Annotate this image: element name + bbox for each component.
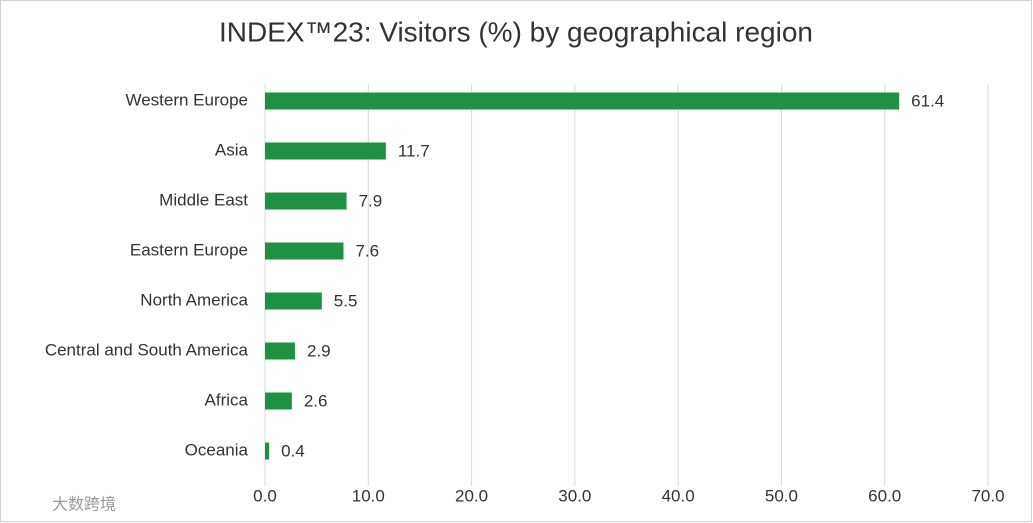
data-label: 7.9	[359, 191, 383, 210]
x-tick-label: 0.0	[253, 486, 277, 505]
data-label: 0.4	[281, 441, 305, 460]
bar	[265, 392, 292, 410]
data-label: 7.6	[355, 241, 379, 260]
bar	[265, 342, 295, 360]
x-tick-label: 50.0	[765, 486, 798, 505]
data-label: 2.9	[307, 341, 331, 360]
bar	[265, 292, 322, 310]
y-tick-label: Eastern Europe	[130, 240, 248, 259]
bar	[265, 242, 344, 260]
bar	[265, 92, 900, 110]
chart-title: INDEX™23: Visitors (%) by geographical r…	[219, 16, 813, 47]
y-tick-label: Oceania	[185, 440, 249, 459]
x-tick-label: 30.0	[558, 486, 591, 505]
bar	[265, 192, 347, 210]
bar	[265, 442, 270, 460]
y-tick-label: Central and South America	[45, 340, 249, 359]
x-tick-label: 20.0	[455, 486, 488, 505]
x-tick-label: 40.0	[662, 486, 695, 505]
data-label: 61.4	[911, 91, 944, 110]
data-label: 11.7	[398, 141, 430, 160]
x-tick-label: 70.0	[971, 486, 1004, 505]
x-tick-label: 10.0	[352, 486, 385, 505]
y-tick-label: Asia	[215, 140, 249, 159]
y-tick-label: Middle East	[159, 190, 248, 209]
x-tick-label: 60.0	[868, 486, 901, 505]
watermark: 大数跨境	[52, 495, 116, 514]
bar	[265, 142, 386, 160]
y-tick-label: Western Europe	[125, 90, 248, 109]
y-tick-label: Africa	[205, 390, 249, 409]
data-label: 2.6	[304, 391, 328, 410]
y-tick-label: North America	[140, 290, 248, 309]
data-label: 5.5	[334, 291, 358, 310]
